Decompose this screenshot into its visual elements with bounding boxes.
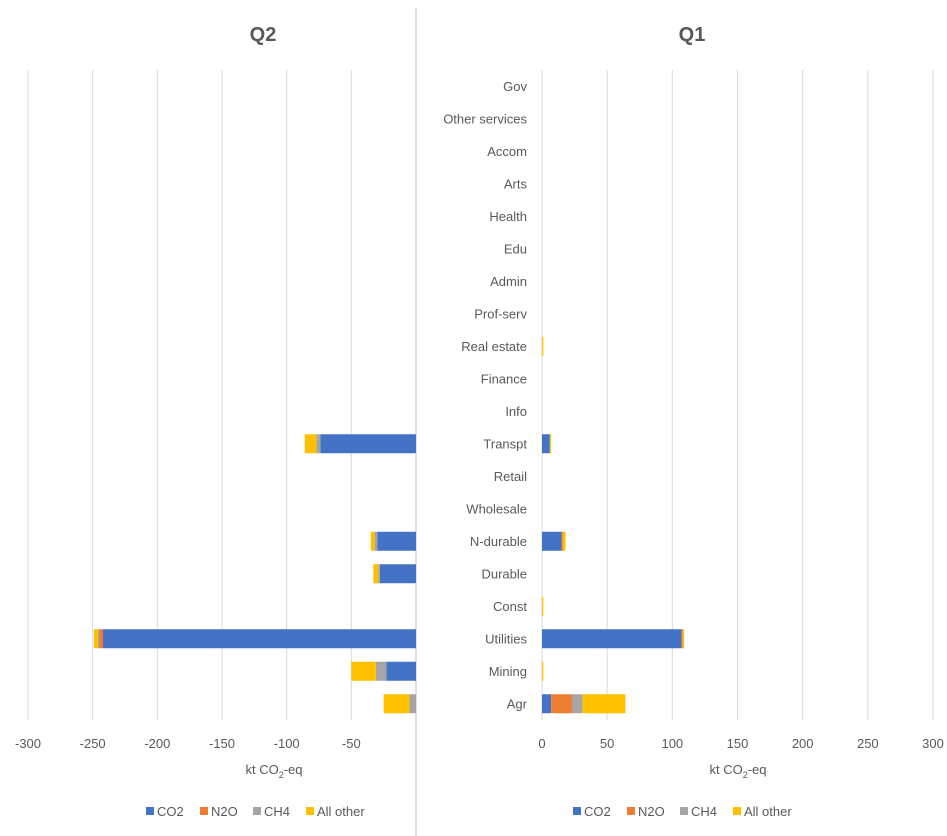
q2-bar-transpt-co2 [320, 434, 416, 454]
q2-legend-label-co2: CO2 [157, 804, 184, 819]
q2-bar-n-durable-co2 [377, 531, 416, 551]
category-label-durable: Durable [481, 566, 527, 581]
category-label-prof-serv: Prof-serv [474, 306, 527, 321]
q1-axis-title-sub: 2 [743, 770, 748, 780]
q2-tick-label: -200 [144, 736, 170, 751]
q1-tick-label: 0 [538, 736, 545, 751]
q2-legend-swatch-n2o [200, 807, 208, 815]
q1-x-axis-title: kt CO2-eq [709, 762, 766, 780]
q2-legend-label-n2o: N2O [211, 804, 238, 819]
q1-bar-utilities-n2o [681, 629, 683, 649]
q1-bar-agr-co2 [542, 694, 552, 714]
q1-bar-agr-ch4 [571, 694, 583, 714]
q1-bar-agr-all-other [582, 694, 626, 714]
legend-layer: CO2 N2O CH4 All other CO2 N2O CH4 All other [146, 804, 792, 819]
q1-tick-label: 50 [600, 736, 614, 751]
q2-bar-utilities-ch4 [97, 629, 100, 649]
tick-labels: -300 -250 -200 -150 -100 -50 0 50 100 150 200 250 30… [15, 736, 944, 751]
q1-legend-label-all-other: All other [744, 804, 792, 819]
category-label-const: Const [493, 599, 527, 614]
q2-axis-title-sub: 2 [279, 770, 284, 780]
q2-tick-label: -100 [274, 736, 300, 751]
q2-bar-mining-ch4 [375, 661, 387, 681]
q2-bar-durable-ch4 [378, 564, 380, 584]
category-label-transpt: Transpt [483, 436, 527, 451]
q2-bar-n-durable-ch4 [374, 531, 378, 551]
category-label-real-estate: Real estate [461, 339, 527, 354]
q2-bar-agr-ch4 [409, 694, 416, 714]
q1-tick-label: 300 [922, 736, 944, 751]
category-label-edu: Edu [504, 241, 527, 256]
category-label-n-durable: N-durable [470, 534, 527, 549]
q2-bar-utilities-all-other [93, 629, 98, 649]
q1-bar-utilities-co2 [542, 629, 682, 649]
q1-bar-const-all-other [542, 596, 544, 616]
q2-bar-utilities-co2 [103, 629, 416, 649]
q1-axis-title-main: kt CO [709, 762, 742, 777]
category-label-other-services: Other services [443, 111, 527, 126]
category-label-mining: Mining [489, 664, 527, 679]
q2-legend-swatch-all-other [306, 807, 314, 815]
category-label-admin: Admin [490, 274, 527, 289]
q2-bar-utilities-n2o [99, 629, 104, 649]
q2-bar-mining-co2 [386, 661, 416, 681]
q1-legend-swatch-all-other [733, 807, 741, 815]
q2-x-axis-title: kt CO2-eq [245, 762, 302, 780]
q1-legend-label-co2: CO2 [584, 804, 611, 819]
q2-legend-swatch-ch4 [253, 807, 261, 815]
category-label-utilities: Utilities [485, 631, 527, 646]
q1-tick-label: 150 [727, 736, 749, 751]
q1-tick-label: 100 [661, 736, 683, 751]
q1-axis-title-end: -eq [748, 762, 767, 777]
q1-bar-n-durable-co2 [542, 531, 562, 551]
category-label-health: Health [489, 209, 527, 224]
q2-panel-title: Q2 [250, 24, 277, 46]
q2-tick-label: -300 [15, 736, 41, 751]
grid-layer [27, 70, 934, 720]
bar-layer [93, 336, 685, 714]
q1-tick-label: 200 [792, 736, 814, 751]
category-label-wholesale: Wholesale [466, 501, 527, 516]
q2-bar-n-durable-all-other [370, 531, 375, 551]
q1-legend-label-n2o: N2O [638, 804, 665, 819]
q2-bar-durable-co2 [379, 564, 416, 584]
q2-bar-mining-all-other [351, 661, 376, 681]
category-label-retail: Retail [494, 469, 527, 484]
q1-bar-transpt-co2 [542, 434, 550, 454]
q1-bar-n-durable-all-other [562, 531, 566, 551]
q1-bar-n-durable-n2o [561, 531, 563, 551]
q1-legend-swatch-n2o [627, 807, 635, 815]
q1-bar-agr-n2o [551, 694, 572, 714]
q2-bar-agr-all-other [383, 694, 410, 714]
category-label-gov: Gov [503, 79, 527, 94]
category-label-accom: Accom [487, 144, 527, 159]
q1-panel-title: Q1 [679, 24, 706, 46]
q2-bar-transpt-ch4 [316, 434, 321, 454]
q2-legend-label-all-other: All other [317, 804, 365, 819]
q1-legend-label-ch4: CH4 [691, 804, 717, 819]
category-label-info: Info [505, 404, 527, 419]
q1-bar-transpt-all-other [549, 434, 552, 454]
q2-tick-label: -50 [342, 736, 361, 751]
q2-axis-title-main: kt CO [245, 762, 278, 777]
q2-tick-label: -150 [209, 736, 235, 751]
q1-bar-utilities-all-other [682, 629, 685, 649]
q2-axis-title-end: -eq [284, 762, 303, 777]
q1-legend-swatch-co2 [573, 807, 581, 815]
category-label-finance: Finance [481, 371, 527, 386]
q1-bar-real-estate-all-other [542, 336, 544, 356]
category-label-agr: Agr [507, 696, 528, 711]
category-label-arts: Arts [504, 176, 528, 191]
q2-bar-transpt-all-other [304, 434, 317, 454]
q2-bar-durable-all-other [373, 564, 379, 584]
q2-tick-label: -250 [80, 736, 106, 751]
q1-legend-swatch-ch4 [680, 807, 688, 815]
q1-tick-label: 250 [857, 736, 879, 751]
q2-legend-label-ch4: CH4 [264, 804, 290, 819]
q2-legend-swatch-co2 [146, 807, 154, 815]
q1-bar-mining-all-other [542, 661, 544, 681]
category-labels: Agr Mining Utilities Const Durable N-durable W… [443, 79, 527, 712]
